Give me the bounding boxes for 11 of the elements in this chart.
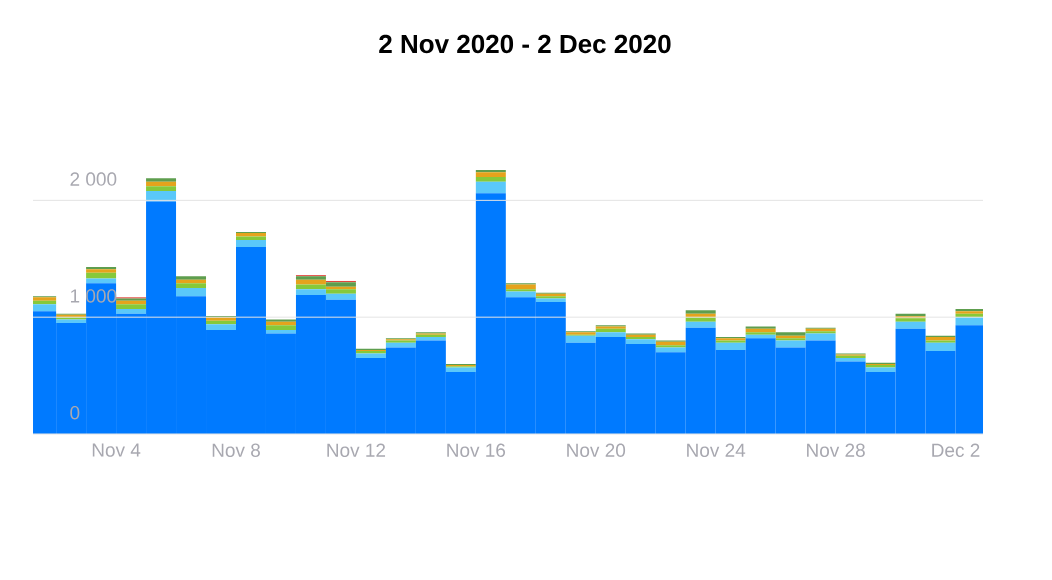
x-tick-label: Dec 2 [932,443,980,457]
chart-title: 2 Nov 2020 - 2 Dec 2020 [379,34,671,54]
y-tick-label: 0 [70,406,80,420]
x-tick-label: Nov 28 [807,443,865,457]
x-tick-label: Nov 16 [447,443,506,457]
x-tick-label: Nov 20 [567,443,626,457]
x-tick-label: Nov 24 [687,443,746,457]
y-tick-label: 2 000 [70,172,117,186]
x-tick-label: Nov 12 [327,443,386,457]
x-tick-label: Nov 8 [212,443,260,457]
x-tick-label: Nov 4 [92,443,141,457]
